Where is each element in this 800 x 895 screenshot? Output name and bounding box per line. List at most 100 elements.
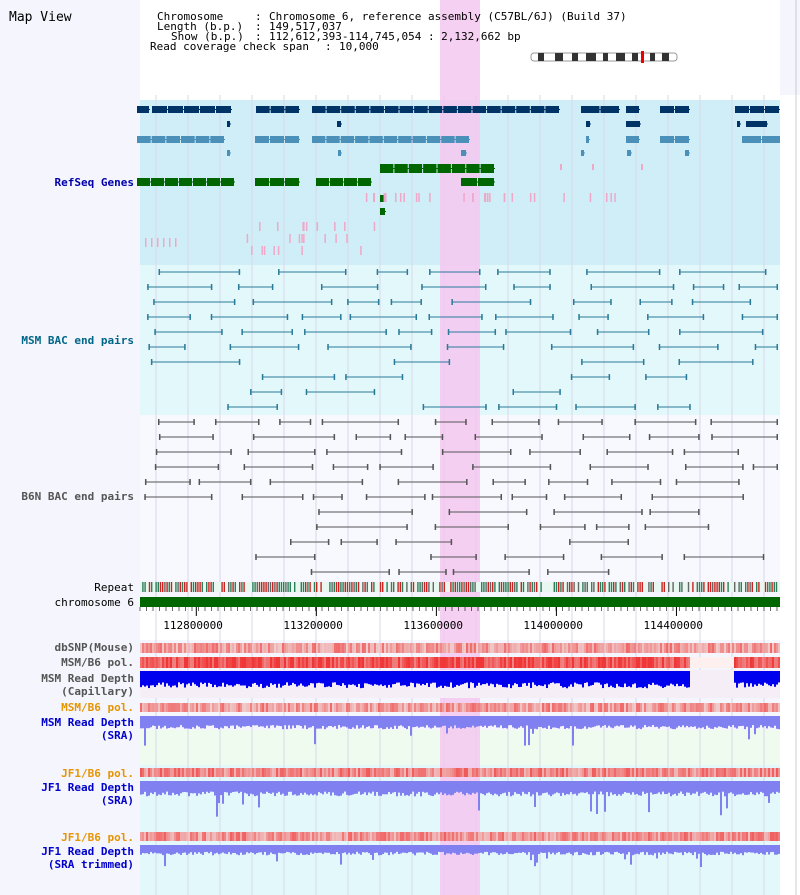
gene-exon[interactable] xyxy=(207,178,220,186)
gene-exon[interactable] xyxy=(338,150,341,156)
gene-exon[interactable] xyxy=(330,178,343,186)
gene-exon[interactable] xyxy=(165,178,178,186)
gene-exon[interactable] xyxy=(626,121,640,127)
gene-exon[interactable] xyxy=(137,178,150,186)
gene-exon[interactable] xyxy=(179,178,192,186)
gene-exon[interactable] xyxy=(466,164,480,173)
gene-exon[interactable] xyxy=(480,164,494,173)
gene-exon[interactable] xyxy=(501,106,516,113)
gene-exon[interactable] xyxy=(426,136,441,143)
gene-exon[interactable] xyxy=(370,106,384,113)
gene-exon[interactable] xyxy=(742,136,761,143)
gene-exon[interactable] xyxy=(193,178,206,186)
gene-exon[interactable] xyxy=(341,106,355,113)
gene-exon[interactable] xyxy=(441,136,455,143)
gene-exon[interactable] xyxy=(660,136,674,143)
gene-exon[interactable] xyxy=(326,136,340,143)
gene-exon[interactable] xyxy=(627,150,631,156)
track-label-jf1-pol-1[interactable]: JF1/B6 pol. xyxy=(61,767,134,780)
track-label-msm-pol-2[interactable]: MSM/B6 pol. xyxy=(61,701,134,714)
gene-exon[interactable] xyxy=(423,164,437,173)
gene-exon[interactable] xyxy=(137,136,151,143)
gene-exon[interactable] xyxy=(270,178,284,186)
gene-exon[interactable] xyxy=(581,106,600,113)
gene-exon[interactable] xyxy=(181,136,195,143)
gene-exon[interactable] xyxy=(451,164,466,173)
gene-exon[interactable] xyxy=(414,106,428,113)
gene-exon[interactable] xyxy=(195,136,210,143)
gene-exon[interactable] xyxy=(560,164,562,170)
gene-exon[interactable] xyxy=(765,106,779,113)
gene-exon[interactable] xyxy=(256,106,270,113)
gene-exon[interactable] xyxy=(457,106,472,113)
gene-exon[interactable] xyxy=(270,106,285,113)
gene-exon[interactable] xyxy=(270,136,284,143)
gene-exon[interactable] xyxy=(530,106,545,113)
gene-exon[interactable] xyxy=(383,136,398,143)
gene-exon[interactable] xyxy=(412,136,426,143)
track-label-dbsnp[interactable]: dbSNP(Mouse) xyxy=(54,641,134,654)
gene-exon[interactable] xyxy=(227,121,230,127)
gene-exon[interactable] xyxy=(455,136,469,143)
gene-exon[interactable] xyxy=(641,164,643,170)
gene-exon[interactable] xyxy=(660,106,674,113)
gene-exon[interactable] xyxy=(675,136,689,143)
gene-exon[interactable] xyxy=(380,164,394,173)
gene-exon[interactable] xyxy=(337,121,341,127)
gene-exon[interactable] xyxy=(461,178,477,186)
track-label-jf1-pol-2[interactable]: JF1/B6 pol. xyxy=(61,831,134,844)
gene-exon[interactable] xyxy=(626,136,639,143)
track-label-msm-depth-sra[interactable]: MSM Read Depth (SRA) xyxy=(2,716,134,742)
gene-exon[interactable] xyxy=(443,106,457,113)
gene-exon[interactable] xyxy=(344,178,357,186)
track-label-refseq[interactable]: RefSeq Genes xyxy=(54,176,134,189)
gene-exon[interactable] xyxy=(312,136,326,143)
gene-exon[interactable] xyxy=(437,164,451,173)
gene-exon[interactable] xyxy=(685,150,689,156)
gene-exon[interactable] xyxy=(384,106,399,113)
gene-exon[interactable] xyxy=(581,150,584,156)
gene-exon[interactable] xyxy=(592,164,594,170)
gene-exon[interactable] xyxy=(586,136,589,143)
gene-exon[interactable] xyxy=(408,164,423,173)
gene-exon[interactable] xyxy=(399,106,414,113)
track-label-jf1-depth-sra[interactable]: JF1 Read Depth (SRA) xyxy=(2,781,134,807)
gene-exon[interactable] xyxy=(285,106,299,113)
gene-exon[interactable] xyxy=(216,106,231,113)
gene-exon[interactable] xyxy=(398,136,412,143)
gene-exon[interactable] xyxy=(166,136,180,143)
gene-exon[interactable] xyxy=(255,136,269,143)
track-label-msm-pol-1[interactable]: MSM/B6 pol. xyxy=(61,656,134,669)
gene-exon[interactable] xyxy=(285,178,299,186)
gene-exon[interactable] xyxy=(472,106,487,113)
gene-exon[interactable] xyxy=(200,106,215,113)
gene-exon[interactable] xyxy=(326,106,341,113)
track-label-msm-depth-capillary[interactable]: MSM Read Depth (Capillary) xyxy=(2,672,134,698)
gene-exon[interactable] xyxy=(316,178,329,186)
gene-exon[interactable] xyxy=(355,136,369,143)
gene-exon[interactable] xyxy=(184,106,199,113)
chromosome-bar[interactable] xyxy=(140,597,780,607)
gene-exon[interactable] xyxy=(227,150,230,156)
gene-exon[interactable] xyxy=(737,121,740,127)
track-label-jf1-depth-trimmed[interactable]: JF1 Read Depth (SRA trimmed) xyxy=(2,845,134,871)
gene-exon[interactable] xyxy=(762,136,781,143)
gene-exon[interactable] xyxy=(634,121,638,127)
gene-exon[interactable] xyxy=(750,106,764,113)
gene-exon[interactable] xyxy=(746,121,767,127)
gene-exon[interactable] xyxy=(151,136,166,143)
gene-exon[interactable] xyxy=(358,178,371,186)
track-label-b6n-bac[interactable]: B6N BAC end pairs xyxy=(21,490,134,503)
gene-exon[interactable] xyxy=(735,106,749,113)
gene-exon[interactable] xyxy=(312,106,326,113)
gene-exon[interactable] xyxy=(151,178,164,186)
track-label-msm-bac[interactable]: MSM BAC end pairs xyxy=(21,334,134,347)
gene-exon[interactable] xyxy=(394,164,408,173)
gene-exon[interactable] xyxy=(210,136,224,143)
gene-exon[interactable] xyxy=(152,106,167,113)
gene-exon[interactable] xyxy=(461,150,466,156)
gene-exon[interactable] xyxy=(675,106,689,113)
highlight-region[interactable] xyxy=(440,0,480,895)
gene-exon[interactable] xyxy=(255,178,269,186)
